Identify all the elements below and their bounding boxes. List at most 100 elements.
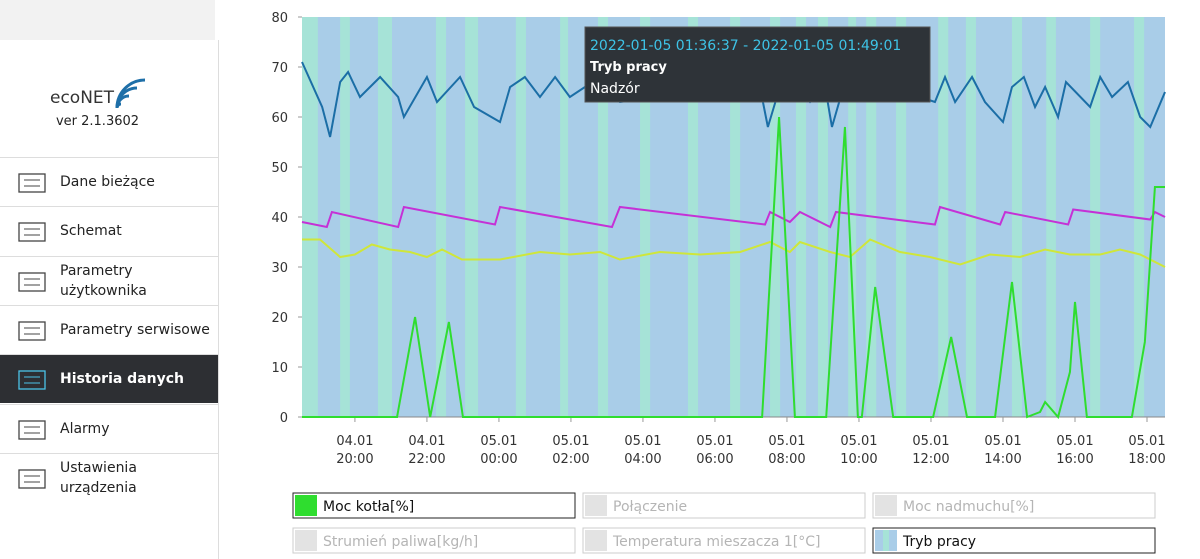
mode-band [938, 17, 949, 417]
legend-label[interactable]: Połączenie [613, 499, 687, 515]
mode-band [1011, 17, 1023, 417]
legend-swatch [295, 530, 317, 551]
mode-band [848, 17, 857, 417]
mode-band [1134, 17, 1145, 417]
y-tick-label: 30 [271, 261, 288, 276]
legend-item[interactable]: Temperatura mieszacza 1[°C] [582, 527, 866, 554]
menu-icon [18, 173, 46, 193]
sidebar: ecoNET ver 2.1.3602 Dane bieżące Schemat P… [0, 0, 220, 559]
menu-label[interactable]: Parametry serwisowe [60, 321, 210, 338]
y-tick-label: 60 [271, 111, 288, 126]
x-tick-label: 05.01 04:00 [624, 434, 661, 467]
menu-label[interactable]: Ustawienia urządzenia [60, 459, 137, 496]
menu-item[interactable]: Alarmy [0, 403, 218, 453]
mode-band [896, 17, 907, 417]
legend-item[interactable]: Strumień paliwa[kg/h] [292, 527, 576, 554]
tooltip-value: Nadzór [590, 81, 640, 97]
x-tick-label: 05.01 10:00 [840, 434, 877, 467]
legend-swatch [875, 495, 897, 516]
menu-item[interactable]: Schemat [0, 206, 218, 255]
legend-swatch [883, 530, 889, 551]
logo-icon [115, 78, 146, 109]
series-line [301, 205, 1166, 229]
menu-label[interactable]: Historia danych [60, 371, 185, 388]
mode-band [560, 17, 569, 417]
legend-box [292, 527, 576, 554]
legend-swatch [585, 495, 607, 516]
mode-band [377, 17, 393, 417]
mode-band [817, 17, 829, 417]
mode-band [597, 17, 609, 417]
legend-item[interactable]: Tryb pracy [872, 527, 1156, 554]
x-tick-label: 05.01 08:00 [768, 434, 805, 467]
menu-icon [18, 419, 46, 440]
mode-band [515, 17, 526, 417]
mode-band [770, 17, 781, 417]
y-tick-label: 20 [271, 311, 288, 326]
legend-box [872, 492, 1156, 519]
menu-item[interactable]: Ustawienia urządzenia [0, 452, 218, 502]
x-tick-label: 05.01 00:00 [480, 434, 517, 467]
logo: ecoNET [50, 88, 115, 108]
x-tick-label: 05.01 02:00 [552, 434, 589, 467]
sidebar-body [0, 40, 219, 559]
mode-band [730, 17, 741, 417]
y-tick-label: 0 [280, 411, 288, 426]
menu-icon [18, 370, 46, 390]
legend-item[interactable]: Połączenie [582, 492, 866, 519]
menu-label[interactable]: Dane bieżące [60, 174, 155, 190]
legend-box [872, 527, 1156, 554]
mode-band [687, 17, 699, 417]
menu-label[interactable]: Schemat [60, 223, 122, 240]
legend-label[interactable]: Moc kotła[%] [323, 499, 414, 515]
mode-band [302, 17, 318, 417]
x-tick-label: 04.01 20:00 [336, 434, 373, 467]
mode-band [1046, 17, 1056, 417]
y-tick-label: 70 [271, 61, 288, 76]
legend-box [582, 527, 866, 554]
legend-swatch [585, 530, 607, 551]
tooltip-title: 2022-01-05 01:36:37 - 2022-01-05 01:49:0… [590, 38, 901, 54]
legend-item[interactable]: Moc kotła[%] [292, 492, 576, 519]
menu-item[interactable]: Parametry serwisowe [0, 304, 218, 354]
legend-label[interactable]: Strumień paliwa[kg/h] [323, 534, 478, 550]
x-tick-label: 05.01 14:00 [984, 434, 1021, 467]
y-tick-label: 40 [271, 211, 288, 226]
menu-item[interactable]: Historia danych [0, 354, 218, 404]
top-box [0, 0, 215, 40]
legend-swatch [295, 495, 317, 516]
menu-label[interactable]: Alarmy [60, 420, 110, 437]
y-tick-label: 10 [271, 361, 288, 376]
mode-band [1090, 17, 1101, 417]
series-line [302, 116, 1165, 420]
y-tick-label: 50 [271, 161, 288, 176]
mode-band [795, 17, 807, 417]
y-tick-label: 80 [271, 11, 288, 26]
legend-label[interactable]: Moc nadmuchu[%] [903, 499, 1034, 515]
menu-icon [18, 271, 46, 292]
chart: 0 10 20 30 40 50 60 70 80 04.01 20:00 04.01 22:00 05.… [271, 11, 1166, 554]
legend-label[interactable]: Temperatura mieszacza 1[°C] [612, 534, 820, 550]
menu-icon [18, 222, 46, 242]
menu-item[interactable]: Dane bieżące [0, 157, 218, 206]
x-tick-label: 05.01 06:00 [696, 434, 733, 467]
mode-band [435, 17, 447, 417]
x-tick-label: 05.01 18:00 [1128, 434, 1165, 467]
x-tick-label: 05.01 16:00 [1056, 434, 1093, 467]
menu-icon [18, 321, 46, 341]
legend-item[interactable]: Moc nadmuchu[%] [872, 492, 1156, 519]
legend-label[interactable]: Tryb pracy [902, 534, 976, 550]
menu-label[interactable]: Parametry użytkownika [60, 262, 147, 299]
legend-box [292, 492, 576, 519]
tooltip-box [584, 26, 931, 103]
series-line [302, 238, 1166, 268]
menu-icon [18, 469, 46, 489]
version: ver 2.1.3602 [55, 114, 140, 129]
tooltip-series: Tryb pracy [590, 60, 667, 75]
legend-box [582, 492, 866, 519]
mode-band [340, 17, 350, 417]
x-tick-label: 05.01 12:00 [912, 434, 949, 467]
menu-item[interactable]: Parametry użytkownika [0, 255, 218, 305]
x-tick-label: 04.01 22:00 [408, 434, 445, 467]
